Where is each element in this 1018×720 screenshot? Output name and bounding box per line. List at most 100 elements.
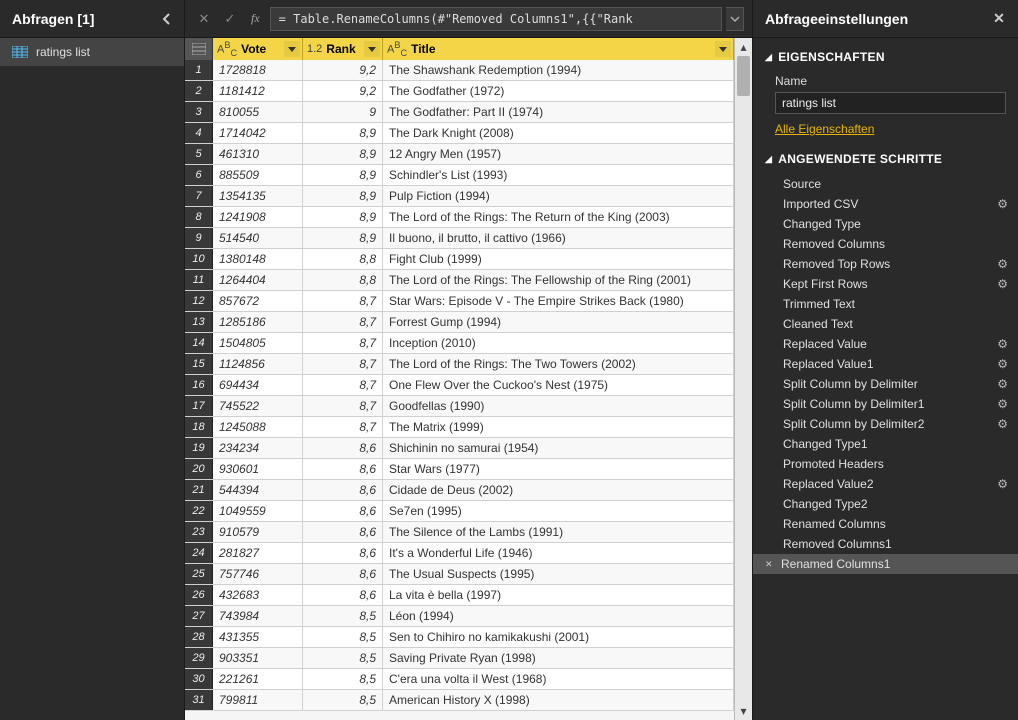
cell-rank[interactable]: 8,7	[303, 333, 383, 353]
formula-expand-icon[interactable]	[726, 7, 744, 31]
table-row[interactable]: 242818278,6It's a Wonderful Life (1946)	[185, 543, 734, 564]
gear-icon[interactable]: ⚙	[997, 337, 1008, 351]
cell-title[interactable]: Saving Private Ryan (1998)	[383, 648, 734, 668]
table-row[interactable]: 177455228,7Goodfellas (1990)	[185, 396, 734, 417]
table-row[interactable]: 2210495598,6Se7en (1995)	[185, 501, 734, 522]
cell-rank[interactable]: 8,6	[303, 501, 383, 521]
cell-vote[interactable]: 745522	[213, 396, 303, 416]
cell-vote[interactable]: 799811	[213, 690, 303, 710]
column-header-rank[interactable]: 1.2 Rank	[303, 38, 383, 60]
applied-step[interactable]: Renamed Columns	[753, 514, 1018, 534]
gear-icon[interactable]: ⚙	[997, 377, 1008, 391]
applied-step[interactable]: Replaced Value2⚙	[753, 474, 1018, 494]
table-row[interactable]: 1812450888,7The Matrix (1999)	[185, 417, 734, 438]
column-header-title[interactable]: ABC Title	[383, 38, 734, 60]
cell-rank[interactable]: 8,7	[303, 417, 383, 437]
cell-vote[interactable]: 1380148	[213, 249, 303, 269]
table-row[interactable]: 211814129,2The Godfather (1972)	[185, 81, 734, 102]
cell-title[interactable]: The Matrix (1999)	[383, 417, 734, 437]
cell-vote[interactable]: 930601	[213, 459, 303, 479]
cell-rank[interactable]: 8,8	[303, 249, 383, 269]
table-row[interactable]: 302212618,5C'era una volta il West (1968…	[185, 669, 734, 690]
applied-step[interactable]: Source	[753, 174, 1018, 194]
table-row[interactable]: 1112644048,8The Lord of the Rings: The F…	[185, 270, 734, 291]
applied-step[interactable]: Kept First Rows⚙	[753, 274, 1018, 294]
cell-title[interactable]: Se7en (1995)	[383, 501, 734, 521]
cell-vote[interactable]: 221261	[213, 669, 303, 689]
cell-rank[interactable]: 8,5	[303, 648, 383, 668]
table-row[interactable]: 166944348,7One Flew Over the Cuckoo's Ne…	[185, 375, 734, 396]
table-row[interactable]: 284313558,5Sen to Chihiro no kamikakushi…	[185, 627, 734, 648]
cell-rank[interactable]: 9,2	[303, 60, 383, 80]
cell-vote[interactable]: 431355	[213, 627, 303, 647]
cell-vote[interactable]: 432683	[213, 585, 303, 605]
cell-title[interactable]: The Usual Suspects (1995)	[383, 564, 734, 584]
cell-vote[interactable]: 1124856	[213, 354, 303, 374]
applied-step[interactable]: Renamed Columns1	[753, 554, 1018, 574]
table-row[interactable]: 1511248568,7The Lord of the Rings: The T…	[185, 354, 734, 375]
cell-vote[interactable]: 234234	[213, 438, 303, 458]
applied-step[interactable]: Removed Top Rows⚙	[753, 254, 1018, 274]
applied-step[interactable]: Changed Type1	[753, 434, 1018, 454]
cell-vote[interactable]: 743984	[213, 606, 303, 626]
cell-rank[interactable]: 8,9	[303, 144, 383, 164]
cell-vote[interactable]: 910579	[213, 522, 303, 542]
gear-icon[interactable]: ⚙	[997, 277, 1008, 291]
cell-vote[interactable]: 544394	[213, 480, 303, 500]
cell-vote[interactable]: 1245088	[213, 417, 303, 437]
cell-title[interactable]: The Shawshank Redemption (1994)	[383, 60, 734, 80]
table-row[interactable]: 713541358,9Pulp Fiction (1994)	[185, 186, 734, 207]
cell-rank[interactable]: 9	[303, 102, 383, 122]
cell-rank[interactable]: 8,6	[303, 564, 383, 584]
cell-rank[interactable]: 8,5	[303, 606, 383, 626]
gear-icon[interactable]: ⚙	[997, 357, 1008, 371]
table-row[interactable]: 128576728,7Star Wars: Episode V - The Em…	[185, 291, 734, 312]
filter-dropdown-icon[interactable]	[715, 41, 731, 57]
cell-rank[interactable]: 8,6	[303, 438, 383, 458]
table-row[interactable]: 1312851868,7Forrest Gump (1994)	[185, 312, 734, 333]
cell-vote[interactable]: 514540	[213, 228, 303, 248]
table-row[interactable]: 299033518,5Saving Private Ryan (1998)	[185, 648, 734, 669]
cell-rank[interactable]: 8,8	[303, 270, 383, 290]
cell-vote[interactable]: 1181412	[213, 81, 303, 101]
cell-title[interactable]: The Lord of the Rings: The Return of the…	[383, 207, 734, 227]
table-row[interactable]: 812419088,9The Lord of the Rings: The Re…	[185, 207, 734, 228]
steps-section-title[interactable]: ◢ ANGEWENDETE SCHRITTE	[753, 140, 1018, 172]
cell-title[interactable]: Forrest Gump (1994)	[383, 312, 734, 332]
cell-vote[interactable]: 857672	[213, 291, 303, 311]
table-row[interactable]: 1415048058,7Inception (2010)	[185, 333, 734, 354]
row-number-header[interactable]	[185, 38, 213, 60]
applied-step[interactable]: Replaced Value⚙	[753, 334, 1018, 354]
applied-step[interactable]: Changed Type2	[753, 494, 1018, 514]
cell-title[interactable]: The Dark Knight (2008)	[383, 123, 734, 143]
gear-icon[interactable]: ⚙	[997, 477, 1008, 491]
applied-step[interactable]: Split Column by Delimiter⚙	[753, 374, 1018, 394]
cell-vote[interactable]: 810055	[213, 102, 303, 122]
all-properties-link[interactable]: Alle Eigenschaften	[753, 120, 1018, 140]
cell-title[interactable]: Star Wars (1977)	[383, 459, 734, 479]
gear-icon[interactable]: ⚙	[997, 417, 1008, 431]
cell-rank[interactable]: 8,9	[303, 186, 383, 206]
cell-vote[interactable]: 1049559	[213, 501, 303, 521]
cell-title[interactable]: Inception (2010)	[383, 333, 734, 353]
cell-title[interactable]: Star Wars: Episode V - The Empire Strike…	[383, 291, 734, 311]
cell-title[interactable]: It's a Wonderful Life (1946)	[383, 543, 734, 563]
scroll-up-icon[interactable]: ▴	[735, 38, 752, 56]
cancel-formula-icon[interactable]: ✕	[193, 8, 215, 30]
cell-title[interactable]: Léon (1994)	[383, 606, 734, 626]
cell-title[interactable]: Schindler's List (1993)	[383, 165, 734, 185]
applied-step[interactable]: Imported CSV⚙	[753, 194, 1018, 214]
table-row[interactable]: 239105798,6The Silence of the Lambs (199…	[185, 522, 734, 543]
filter-dropdown-icon[interactable]	[284, 41, 300, 57]
cell-title[interactable]: 12 Angry Men (1957)	[383, 144, 734, 164]
cell-rank[interactable]: 8,6	[303, 585, 383, 605]
cell-rank[interactable]: 8,9	[303, 228, 383, 248]
gear-icon[interactable]: ⚙	[997, 397, 1008, 411]
applied-step[interactable]: Removed Columns	[753, 234, 1018, 254]
cell-title[interactable]: Pulp Fiction (1994)	[383, 186, 734, 206]
table-row[interactable]: 277439848,5Léon (1994)	[185, 606, 734, 627]
cell-vote[interactable]: 1504805	[213, 333, 303, 353]
cell-title[interactable]: Fight Club (1999)	[383, 249, 734, 269]
table-row[interactable]: 192342348,6Shichinin no samurai (1954)	[185, 438, 734, 459]
gear-icon[interactable]: ⚙	[997, 197, 1008, 211]
